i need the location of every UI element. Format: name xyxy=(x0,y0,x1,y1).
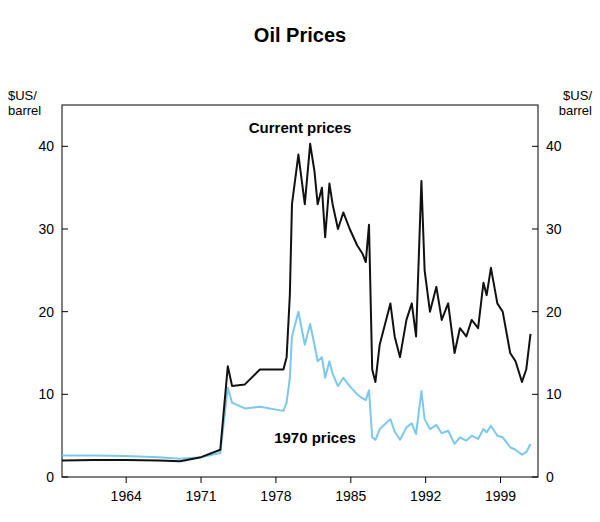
y2-tick xyxy=(532,311,538,312)
y-tick-label: 0 xyxy=(46,469,54,485)
chart: Oil Prices $US/barrel $US/barrel 0 10 20 30 40 0… xyxy=(0,0,600,522)
series-label: 1970 prices xyxy=(274,429,356,446)
y-tick-label: 20 xyxy=(38,304,54,320)
y2-tick-label: 10 xyxy=(546,386,562,402)
y-tick-label: 10 xyxy=(38,386,54,402)
title: Oil Prices xyxy=(254,24,346,46)
y-tick xyxy=(62,146,68,147)
y2-tick xyxy=(532,146,538,147)
y-tick xyxy=(62,311,68,312)
axis-label: $US/barrel xyxy=(8,88,41,118)
x-tick-label: 1985 xyxy=(335,488,366,504)
y-tick xyxy=(62,477,68,478)
x-tick xyxy=(126,477,127,483)
x-tick xyxy=(275,477,276,483)
y2-tick-label: 40 xyxy=(546,138,562,154)
series-line xyxy=(62,312,531,459)
y2-tick-label: 0 xyxy=(546,469,554,485)
series-line xyxy=(62,144,531,461)
x-tick-label: 1964 xyxy=(111,488,142,504)
x-tick-label: 1978 xyxy=(260,488,291,504)
y-tick-label: 30 xyxy=(38,221,54,237)
y2-tick-label: 20 xyxy=(546,304,562,320)
y2-tick xyxy=(532,394,538,395)
x-tick xyxy=(500,477,501,483)
x-tick-label: 1971 xyxy=(185,488,216,504)
x-tick-label: 1999 xyxy=(485,488,516,504)
y-tick xyxy=(62,394,68,395)
y-tick-label: 40 xyxy=(38,138,54,154)
series-group xyxy=(62,144,531,461)
y2-tick-label: 30 xyxy=(546,221,562,237)
series-label: Current prices xyxy=(249,119,352,136)
y-tick xyxy=(62,229,68,230)
y2-tick xyxy=(532,229,538,230)
axis-label: $US/barrel xyxy=(559,88,593,118)
x-tick xyxy=(201,477,202,483)
x-tick xyxy=(350,477,351,483)
y2-tick xyxy=(532,477,538,478)
chart-root: Oil Prices $US/barrel $US/barrel 0 10 20 30 40 0… xyxy=(0,0,600,522)
plot-frame xyxy=(62,105,538,477)
x-tick-label: 1992 xyxy=(410,488,441,504)
x-tick xyxy=(425,477,426,483)
